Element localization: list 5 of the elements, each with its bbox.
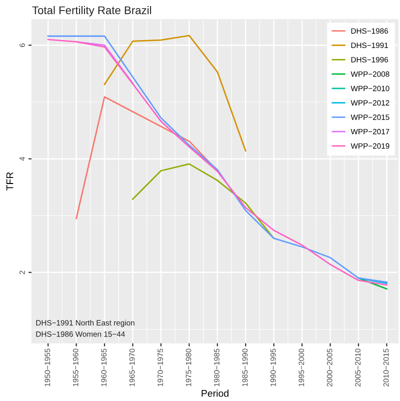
- chart-title: Total Fertility Rate Brazil: [32, 6, 152, 16]
- line-series: [104, 34, 246, 152]
- y-axis-title: TFR: [6, 172, 14, 190]
- line-series: [132, 163, 275, 240]
- x-axis-title: Period: [202, 390, 228, 397]
